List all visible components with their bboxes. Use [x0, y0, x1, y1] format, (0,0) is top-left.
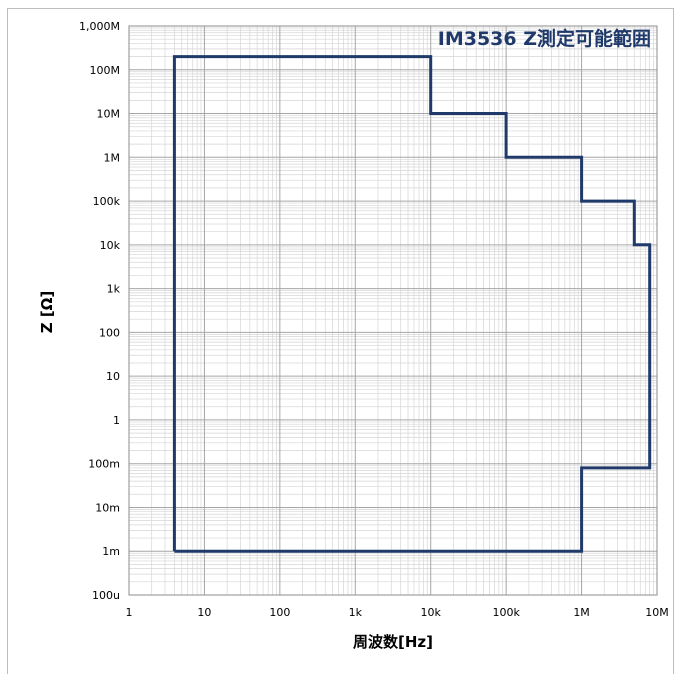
x-tick-label: 100k — [492, 606, 520, 619]
y-tick-label: 100u — [92, 589, 120, 602]
x-tick-label: 1k — [349, 606, 363, 619]
chart-title: IM3536 Z測定可能範囲 — [438, 27, 651, 50]
y-tick-label: 1k — [107, 283, 121, 296]
x-tick-label: 100 — [269, 606, 290, 619]
x-axis-title: 周波数[Hz] — [353, 633, 433, 651]
y-tick-label: 100M — [90, 64, 121, 77]
y-tick-label: 10k — [100, 239, 121, 252]
y-tick-label: 100m — [88, 458, 120, 471]
y-axis-title: Z [Ω] — [38, 291, 56, 334]
y-tick-label: 100 — [99, 326, 120, 339]
y-tick-label: 10 — [106, 370, 120, 383]
y-tick-label: 100k — [93, 195, 121, 208]
y-tick-label: 1m — [102, 545, 120, 558]
y-tick-label: 1 — [113, 414, 120, 427]
y-tick-label: 10m — [95, 501, 120, 514]
y-tick-label: 1M — [104, 151, 121, 164]
x-tick-label: 10M — [645, 606, 669, 619]
x-tick-label: 1M — [573, 606, 590, 619]
x-axis-ticks: 1 10 100 1k 10k 100k 1M 10M — [126, 606, 669, 619]
y-tick-label: 10M — [97, 108, 121, 121]
plot-border — [128, 25, 658, 596]
x-tick-label: 1 — [126, 606, 133, 619]
y-axis-ticks: 100u 1m 10m 100m 1 10 100 1k 10k 100k 1M 10M 100M 1,0… — [79, 20, 121, 602]
y-tick-label: 1,000M — [79, 20, 120, 33]
chart-frame — [7, 8, 674, 674]
plot-area — [172, 55, 652, 553]
x-tick-label: 10k — [421, 606, 442, 619]
measurable-range-outline — [172, 55, 652, 553]
x-tick-label: 10 — [197, 606, 211, 619]
grid — [128, 25, 658, 596]
